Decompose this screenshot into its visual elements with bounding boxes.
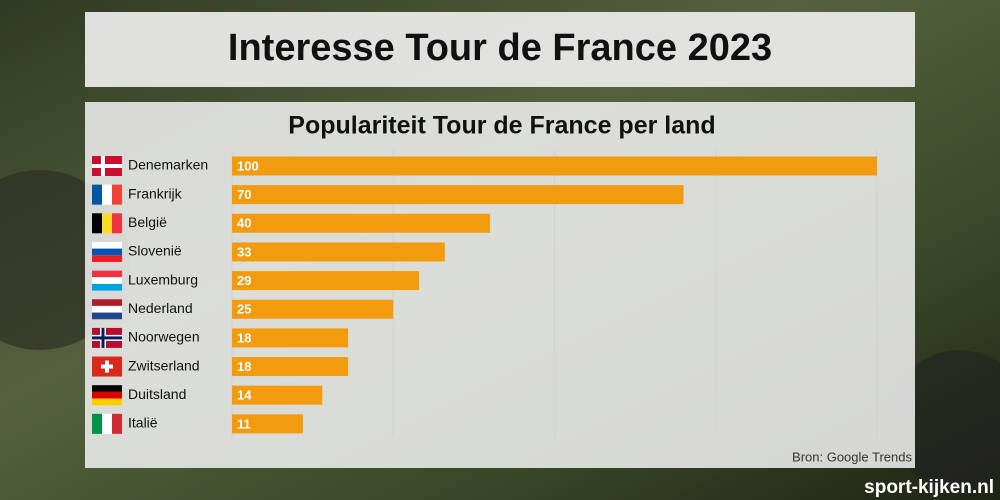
- flag-part: [92, 413, 102, 434]
- header-box: [85, 12, 915, 87]
- y-tick-label: Zwitserland: [128, 357, 200, 373]
- flag-part: [102, 184, 112, 205]
- y-tick-label: Frankrijk: [128, 185, 183, 201]
- flag-part: [92, 164, 122, 168]
- plot-area: Denemarken 100 Frankrijk 70 België 40 Slovenië…: [92, 150, 878, 438]
- header-title: Interesse Tour de France 2023: [228, 27, 772, 69]
- value-label: 14: [237, 388, 252, 403]
- value-label: 100: [237, 158, 259, 173]
- bar: [232, 299, 394, 319]
- bar: [232, 156, 877, 176]
- flag: [92, 184, 122, 205]
- bar: [232, 185, 684, 205]
- flag-part: [92, 270, 122, 278]
- flag: [92, 385, 122, 406]
- flag-part: [92, 277, 122, 284]
- background-shape: [890, 350, 1000, 490]
- flag: [92, 156, 122, 176]
- value-label: 40: [237, 216, 251, 231]
- flag-part: [92, 248, 122, 256]
- flag-part: [92, 391, 122, 399]
- flag-part: [92, 385, 122, 392]
- watermark: sport-kijken.nl: [864, 477, 994, 498]
- bar: [232, 242, 445, 262]
- value-label: 18: [237, 359, 251, 374]
- flag-part: [102, 213, 112, 234]
- y-tick-label: Denemarken: [128, 157, 208, 173]
- y-tick-label: Nederland: [128, 300, 193, 316]
- bar: [232, 271, 420, 291]
- y-tick-label: Noorwegen: [128, 329, 200, 345]
- y-tick-label: Luxemburg: [128, 271, 198, 287]
- chart-title: Populariteit Tour de France per land: [288, 112, 715, 140]
- flag-part: [92, 336, 122, 340]
- flag: [92, 327, 122, 348]
- flag-part: [92, 305, 122, 313]
- y-tick-label: Duitsland: [128, 386, 186, 402]
- value-label: 29: [237, 273, 251, 288]
- flag-part: [112, 413, 122, 434]
- y-tick-label: Italië: [128, 415, 158, 431]
- bar: [232, 357, 349, 377]
- value-label: 11: [237, 416, 251, 431]
- bar: [232, 213, 490, 233]
- value-label: 70: [237, 187, 251, 202]
- flag: [92, 413, 122, 434]
- value-label: 33: [237, 244, 251, 259]
- bar: [232, 328, 349, 348]
- bar: [232, 414, 303, 434]
- flag-part: [92, 255, 122, 262]
- source-note: Bron: Google Trends: [792, 449, 912, 464]
- flag-part: [92, 241, 122, 249]
- y-tick-label: België: [128, 214, 167, 230]
- flag-part: [92, 398, 122, 406]
- value-label: 25: [237, 302, 251, 317]
- bar: [232, 385, 323, 405]
- flag: [92, 299, 122, 320]
- flag-part: [101, 364, 113, 369]
- flag: [92, 213, 122, 234]
- flag-part: [92, 213, 102, 234]
- value-label: 18: [237, 330, 251, 345]
- flag-part: [92, 312, 122, 320]
- flag-part: [112, 184, 122, 205]
- flag: [92, 270, 122, 291]
- flag-part: [112, 213, 122, 234]
- flag-part: [92, 283, 122, 291]
- flag: [92, 356, 122, 377]
- flag-part: [92, 184, 102, 205]
- flag-part: [92, 299, 122, 306]
- y-tick-label: Slovenië: [128, 243, 182, 259]
- flag: [92, 241, 122, 262]
- flag-part: [102, 413, 112, 434]
